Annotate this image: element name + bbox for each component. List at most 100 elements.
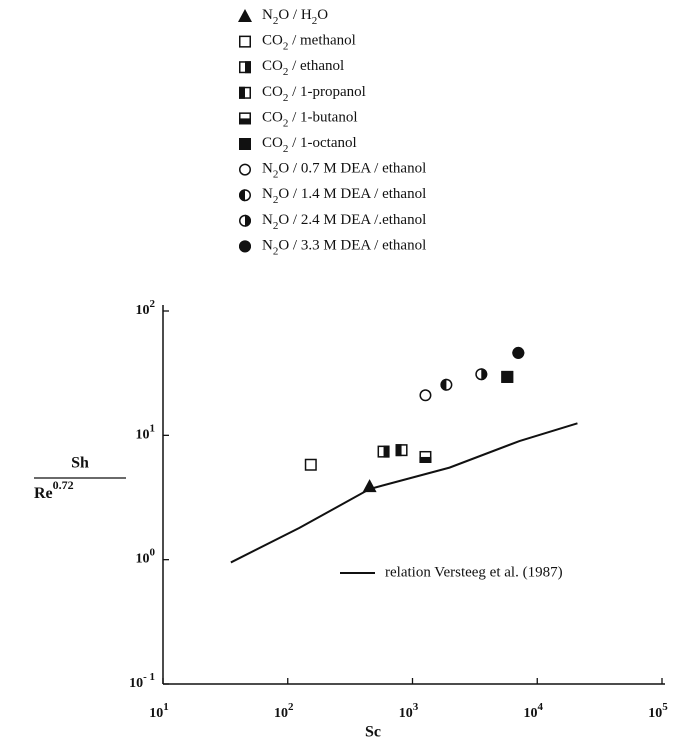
legend-label: relation Versteeg et al. (1987) <box>385 564 563 580</box>
y-tick-label: 102 <box>136 298 156 319</box>
square-fill <box>383 445 390 458</box>
x-tick-label: 105 <box>648 701 668 722</box>
text: CO <box>262 59 283 75</box>
legend-label: CO2 / 1-octanol <box>262 135 357 154</box>
legend-label: N2O / 1.4 M DEA / ethanol <box>262 187 426 206</box>
tick-exp: 3 <box>413 701 419 713</box>
text: CO <box>262 135 283 151</box>
square-fill <box>239 118 251 125</box>
circle-fill <box>481 368 488 381</box>
text: CO <box>262 84 283 100</box>
legend-item: CO2 / ethanol <box>239 59 344 78</box>
data-point <box>419 450 432 463</box>
legend-label: N2O / 2.4 M DEA /.ethanol <box>262 212 426 231</box>
y-tick-label: 10- 1 <box>129 671 155 692</box>
text: / 1-propanol <box>288 84 365 100</box>
text: O / H <box>278 7 312 23</box>
tick-exp: - 1 <box>143 671 155 683</box>
tick-exp: 2 <box>150 298 156 310</box>
subscript: 2 <box>273 194 279 206</box>
tick-base: 10 <box>136 303 150 318</box>
square-fill <box>395 444 402 457</box>
x-tick-label: 104 <box>524 701 544 722</box>
legend-item: N2O / 2.4 M DEA /.ethanol <box>239 212 426 231</box>
x-axis-label: Sc <box>365 724 381 741</box>
text: CO <box>262 33 283 49</box>
subscript: 2 <box>312 15 318 27</box>
text: O / 1.4 M DEA / ethanol <box>278 187 426 203</box>
text: N <box>262 161 273 177</box>
text: O <box>317 7 328 23</box>
text: N <box>262 212 273 228</box>
text: N <box>262 187 273 203</box>
text: / 1-octanol <box>288 135 356 151</box>
subscript: 2 <box>283 66 289 78</box>
circle-outline <box>419 389 432 402</box>
circle-fill <box>512 346 525 359</box>
legend-label: N2O / 3.3 M DEA / ethanol <box>262 238 426 257</box>
subscript: 2 <box>283 40 289 52</box>
text: / 1-butanol <box>288 110 357 126</box>
data-point <box>440 378 453 391</box>
text: O / 2.4 M DEA /.ethanol <box>278 212 426 228</box>
subscript: 2 <box>273 15 279 27</box>
text: / methanol <box>288 33 356 49</box>
circle-fill <box>245 214 252 227</box>
legend-item: N2O / 0.7 M DEA / ethanol <box>239 161 426 180</box>
legend-item: N2O / 1.4 M DEA / ethanol <box>239 187 426 206</box>
legend-item: N2O / 3.3 M DEA / ethanol <box>239 238 426 257</box>
subscript: 2 <box>273 168 279 180</box>
square-fill <box>239 86 245 99</box>
tick-base: 10 <box>136 552 150 567</box>
data-point <box>512 346 525 359</box>
legend-item: CO2 / 1-butanol <box>239 110 358 129</box>
data-point <box>395 444 408 457</box>
subscript: 2 <box>283 117 289 129</box>
text: N <box>262 7 273 23</box>
legend-item: CO2 / 1-propanol <box>239 84 366 103</box>
relation-line <box>230 422 578 564</box>
denominator-exp: 0.72 <box>53 478 74 492</box>
legend-label: CO2 / ethanol <box>262 59 344 78</box>
circle-fill <box>440 378 447 391</box>
tick-base: 10 <box>136 428 150 443</box>
legend-label: CO2 / 1-butanol <box>262 110 358 129</box>
legend-label: CO2 / 1-propanol <box>262 84 366 103</box>
x-tick-label: 101 <box>149 701 169 722</box>
legend-item: N2O / H2O <box>238 7 328 27</box>
square-outline <box>304 458 317 471</box>
subscript: 2 <box>283 143 289 155</box>
legend-item: CO2 / 1-octanol <box>239 135 357 155</box>
legend-label: N2O / H2O <box>262 7 328 26</box>
triangle <box>238 9 252 22</box>
x-tick-label: 103 <box>399 701 419 722</box>
tick-exp: 5 <box>662 701 668 713</box>
subscript: 2 <box>273 219 279 231</box>
tick-exp: 1 <box>150 422 156 434</box>
circle-fill <box>239 189 245 202</box>
square-outline <box>239 35 251 48</box>
y-axis-label-numerator: Sh <box>71 455 89 472</box>
legend-label: N2O / 0.7 M DEA / ethanol <box>262 161 426 180</box>
y-tick-label: 101 <box>136 422 156 443</box>
subscript: 2 <box>273 245 279 257</box>
tick-base: 10 <box>648 706 662 721</box>
text: / ethanol <box>288 59 344 75</box>
denominator: Re <box>34 485 53 502</box>
legend-item: CO2 / methanol <box>239 33 356 52</box>
data-point <box>501 370 514 383</box>
tick-exp: 4 <box>538 701 544 713</box>
subscript: 2 <box>283 91 289 103</box>
square-fill <box>245 61 251 74</box>
triangle <box>362 479 377 493</box>
circle-outline <box>239 163 251 176</box>
x-tick-label: 102 <box>274 701 294 722</box>
square-fill <box>501 370 514 383</box>
tick-exp: 2 <box>288 701 294 713</box>
text: N <box>262 238 273 254</box>
data-point <box>419 389 432 402</box>
square-fill <box>419 456 432 463</box>
data-point <box>377 445 390 458</box>
tick-base: 10 <box>149 706 163 721</box>
